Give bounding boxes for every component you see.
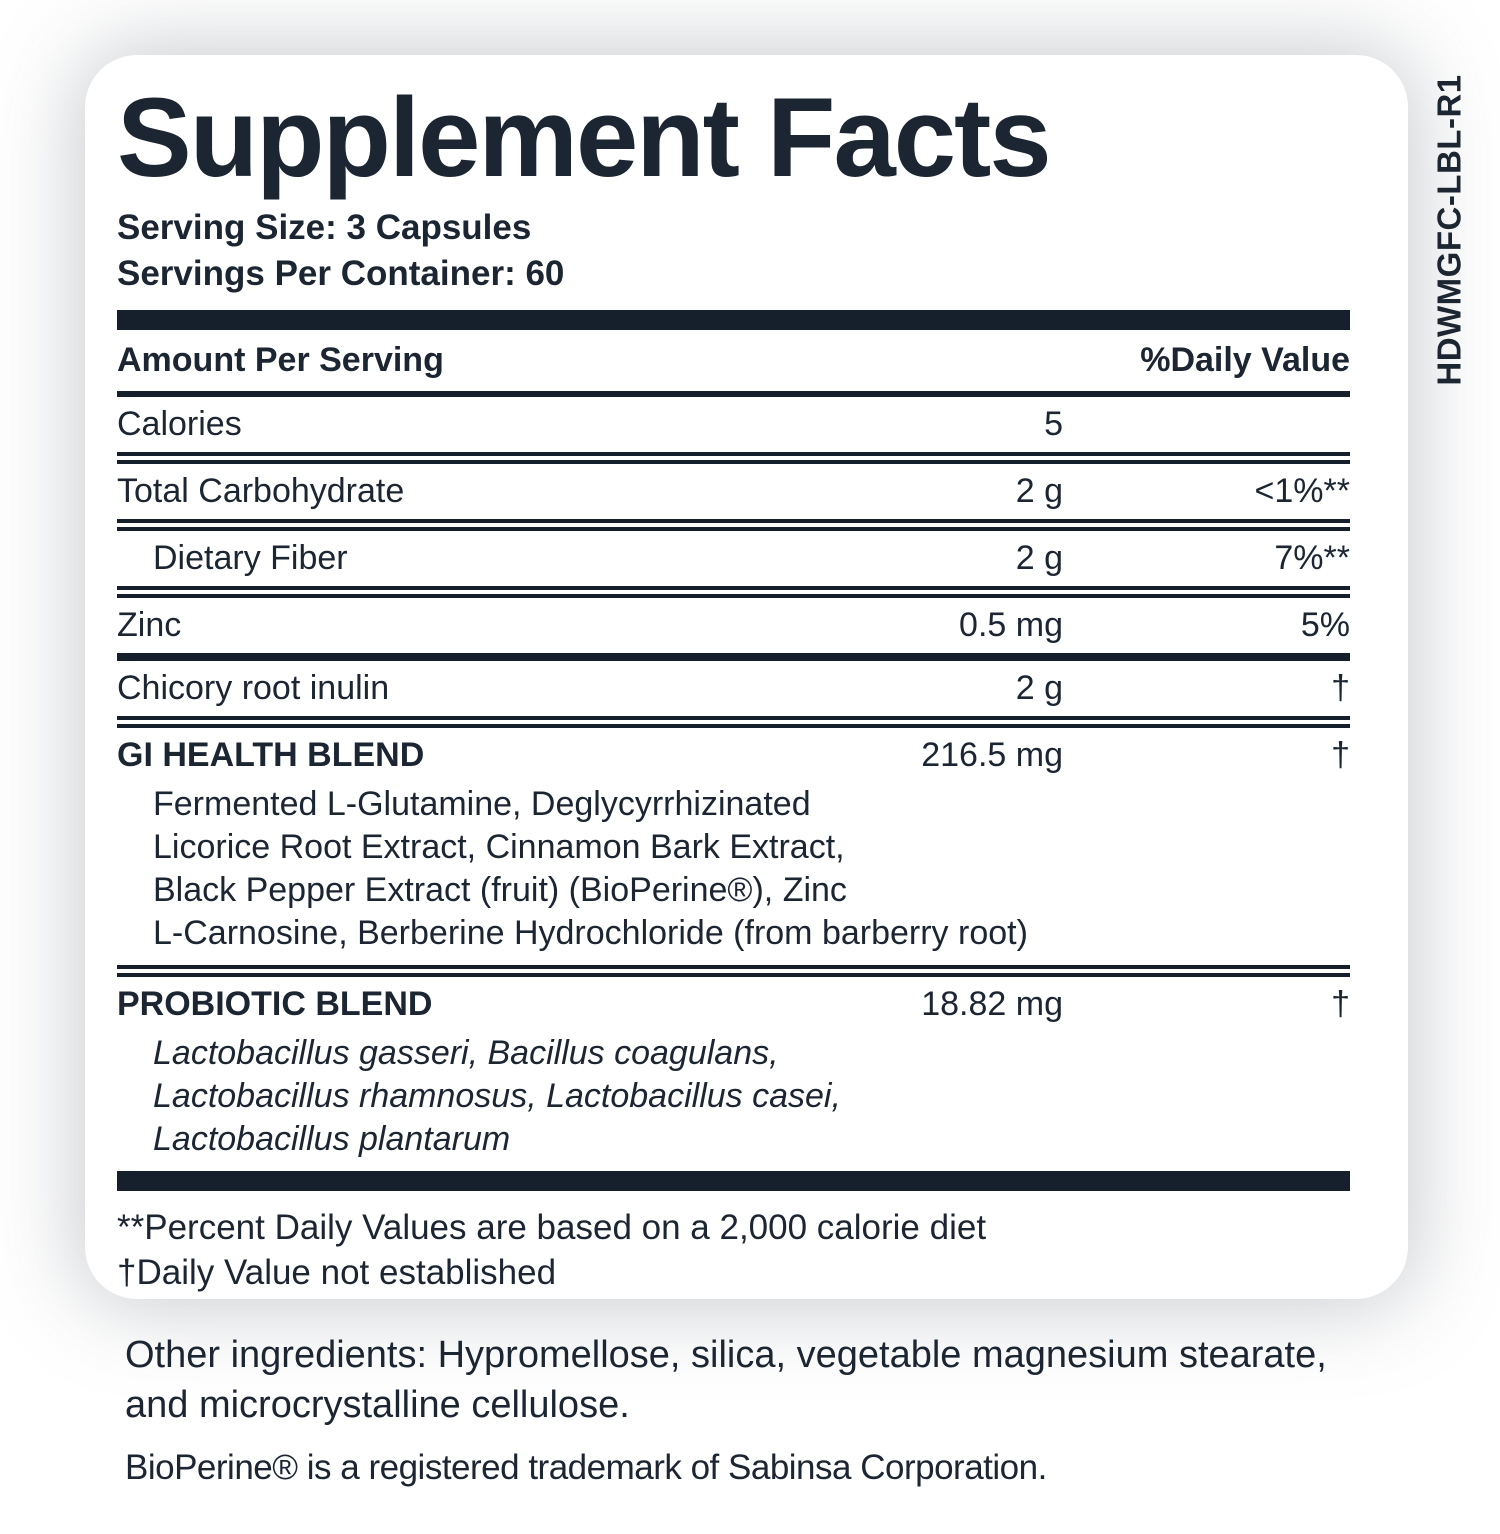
nutrient-daily-value: † (1331, 669, 1350, 707)
footnotes: **Percent Daily Values are based on a 2,… (117, 1191, 1350, 1295)
footnote-line: **Percent Daily Values are based on a 2,… (117, 1208, 987, 1247)
nutrient-row: Zinc 0.5 mg 5% (117, 598, 1350, 653)
nutrient-amount: 18.82 mg (921, 985, 1063, 1023)
row-separator (117, 965, 1350, 977)
nutrient-amount: 2 g (1015, 539, 1063, 577)
servings-per-container: Servings Per Container: 60 (117, 254, 565, 293)
nutrient-name: PROBIOTIC BLEND (117, 985, 433, 1023)
footnote-line: †Daily Value not established (117, 1253, 557, 1292)
nutrient-row: GI HEALTH BLEND 216.5 mg † (117, 728, 1350, 783)
blend-ingredients: Lactobacillus gasseri, Bacillus coagulan… (153, 1034, 841, 1158)
nutrient-row: Total Carbohydrate 2 g <1%** (117, 464, 1350, 519)
table-header-row: Amount Per Serving %Daily Value (117, 330, 1350, 391)
nutrient-daily-value: † (1331, 985, 1350, 1023)
row-separator (117, 653, 1350, 661)
nutrient-row: Calories 5 (117, 397, 1350, 452)
label-code: HDWMGFC-LBL-R1 (1394, 50, 1500, 410)
daily-value-header: %Daily Value (1140, 341, 1350, 379)
nutrient-name: Dietary Fiber (153, 539, 348, 577)
nutrient-daily-value: † (1331, 736, 1350, 774)
row-separator (117, 716, 1350, 728)
row-separator (117, 519, 1350, 531)
other-ingredients-note: Other ingredients: Hypromellose, silica,… (125, 1334, 1327, 1426)
amount-per-serving-header: Amount Per Serving (117, 341, 444, 379)
header-separator (117, 391, 1350, 397)
trademark-note: BioPerine® is a registered trademark of … (125, 1448, 1047, 1487)
nutrient-name: Calories (117, 405, 242, 443)
row-separator (117, 586, 1350, 598)
nutrient-amount: 2 g (1015, 472, 1063, 510)
nutrient-daily-value: <1%** (1254, 472, 1350, 510)
divider-heavy-bottom (117, 1171, 1350, 1191)
nutrient-amount: 216.5 mg (921, 736, 1063, 774)
nutrient-amount: 0.5 mg (959, 606, 1063, 644)
nutrient-name: Total Carbohydrate (117, 472, 405, 510)
nutrient-row: Chicory root inulin 2 g † (117, 661, 1350, 716)
nutrient-rows: Calories 5 Total Carbohydrate 2 g <1%** Dieta… (117, 397, 1350, 1171)
nutrient-daily-value: 7%** (1274, 539, 1350, 577)
nutrient-row: PROBIOTIC BLEND 18.82 mg † (117, 977, 1350, 1032)
nutrient-amount: 2 g (1015, 669, 1063, 707)
divider-heavy-top (117, 310, 1350, 330)
supplement-facts-panel: Supplement Facts Serving Size: 3 Capsule… (85, 55, 1408, 1299)
row-separator (117, 452, 1350, 464)
nutrient-amount: 5 (1044, 405, 1063, 443)
nutrient-daily-value: 5% (1300, 606, 1350, 644)
nutrient-row: Dietary Fiber 2 g 7%** (117, 531, 1350, 586)
nutrient-name: GI HEALTH BLEND (117, 736, 425, 774)
nutrient-name: Chicory root inulin (117, 669, 390, 707)
blend-ingredients: Fermented L-Glutamine, Deglycyrrhizinate… (153, 785, 1028, 952)
panel-title: Supplement Facts (117, 75, 1052, 200)
label-code-text: HDWMGFC-LBL-R1 (1431, 74, 1468, 386)
nutrient-name: Zinc (117, 606, 182, 644)
serving-size: Serving Size: 3 Capsules (117, 208, 532, 247)
